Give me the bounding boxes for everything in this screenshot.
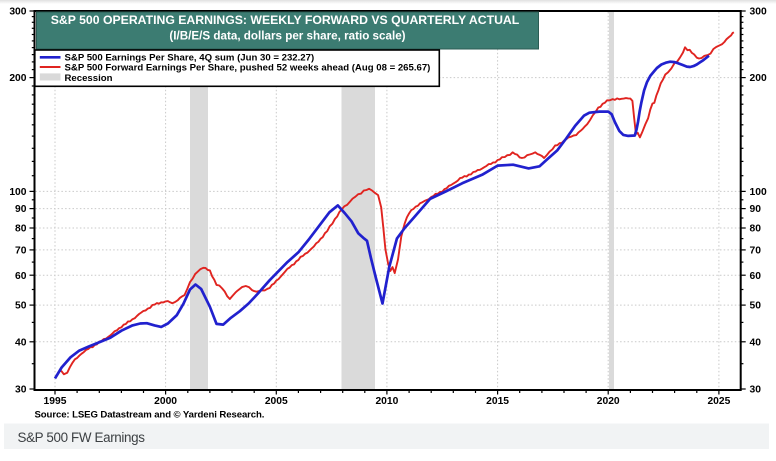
svg-text:40: 40	[15, 337, 27, 348]
svg-text:80: 80	[15, 224, 27, 235]
svg-text:100: 100	[750, 187, 767, 198]
svg-text:70: 70	[15, 246, 27, 257]
svg-text:S&P 500 Forward Earnings Per S: S&P 500 Forward Earnings Per Share, push…	[65, 63, 431, 74]
svg-text:2015: 2015	[486, 396, 509, 407]
svg-text:50: 50	[750, 301, 762, 312]
svg-text:60: 60	[750, 271, 762, 282]
svg-text:30: 30	[15, 385, 27, 396]
svg-text:(I/B/E/S data, dollars per sha: (I/B/E/S data, dollars per share, ratio …	[169, 30, 405, 43]
svg-text:60: 60	[15, 271, 27, 282]
svg-text:S&P 500 Earnings Per Share, 4Q: S&P 500 Earnings Per Share, 4Q sum (Jun …	[65, 53, 315, 64]
svg-text:200: 200	[750, 73, 767, 84]
svg-text:S&P 500 OPERATING EARNINGS: WE: S&P 500 OPERATING EARNINGS: WEEKLY FORWA…	[51, 13, 520, 27]
svg-text:70: 70	[750, 246, 762, 257]
svg-text:300: 300	[750, 7, 767, 18]
svg-text:2000: 2000	[154, 396, 177, 407]
svg-text:40: 40	[750, 337, 762, 348]
svg-text:2005: 2005	[265, 396, 288, 407]
svg-text:2010: 2010	[375, 396, 398, 407]
svg-text:Source: LSEG Datastream and ©: Source: LSEG Datastream and © Yardeni Re…	[35, 410, 265, 421]
svg-text:30: 30	[750, 385, 762, 396]
svg-text:50: 50	[15, 301, 27, 312]
svg-text:100: 100	[9, 187, 26, 198]
svg-text:2025: 2025	[707, 396, 730, 407]
svg-text:Recession: Recession	[65, 73, 113, 84]
svg-text:300: 300	[9, 7, 26, 18]
svg-text:80: 80	[750, 224, 762, 235]
svg-text:90: 90	[15, 204, 27, 215]
svg-text:90: 90	[750, 204, 762, 215]
svg-text:2020: 2020	[597, 396, 620, 407]
svg-text:200: 200	[9, 73, 26, 84]
svg-text:S&P 500 FW Earnings: S&P 500 FW Earnings	[18, 430, 146, 445]
svg-text:1995: 1995	[44, 396, 67, 407]
